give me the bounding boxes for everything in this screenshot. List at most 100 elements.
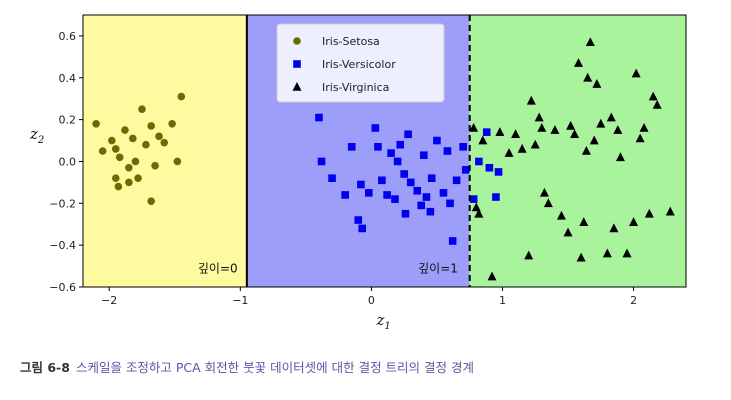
region-0 bbox=[83, 15, 247, 287]
square-point-38 bbox=[485, 163, 494, 172]
plot-frame bbox=[82, 14, 687, 288]
figure-caption: 그림 6-8 스케일을 조정하고 PCA 회전한 붓꽃 데이터셋에 대한 결정 트… bbox=[20, 357, 474, 376]
data-points bbox=[92, 37, 675, 281]
square-point-20 bbox=[406, 178, 415, 187]
square-point-17 bbox=[400, 170, 408, 178]
triangle-point-28 bbox=[592, 79, 602, 88]
circle-point-20 bbox=[114, 182, 123, 191]
circle-point-19 bbox=[111, 174, 120, 182]
triangle-point-0 bbox=[469, 122, 479, 132]
circle-point-8 bbox=[131, 157, 140, 166]
triangle-point-35 bbox=[622, 248, 632, 258]
circle-point-4 bbox=[115, 153, 124, 162]
depth-annotations: 깊이=0 깊이=1 bbox=[198, 261, 458, 275]
y-tick-label-0: −0.6 bbox=[49, 281, 76, 294]
circle-point-15 bbox=[160, 138, 169, 147]
square-point-6 bbox=[357, 180, 365, 189]
depth-label-0: 깊이=0 bbox=[198, 261, 238, 275]
square-point-40 bbox=[494, 168, 503, 176]
square-point-5 bbox=[354, 216, 363, 224]
x-tick-label-0: −2 bbox=[101, 294, 117, 307]
triangle-point-25 bbox=[583, 72, 593, 82]
circle-point-1 bbox=[98, 147, 107, 155]
legend-marker-circle bbox=[293, 37, 301, 45]
circle-point-11 bbox=[142, 140, 150, 149]
legend-box bbox=[276, 23, 445, 103]
square-point-22 bbox=[417, 201, 426, 210]
triangle-point-12 bbox=[534, 112, 544, 122]
series-triangle bbox=[469, 37, 675, 281]
circle-point-22 bbox=[147, 197, 155, 206]
square-point-9 bbox=[371, 124, 380, 132]
square-point-27 bbox=[433, 136, 441, 145]
square-point-13 bbox=[387, 149, 395, 157]
square-point-16 bbox=[396, 140, 405, 149]
square-point-21 bbox=[413, 186, 422, 195]
triangle-point-27 bbox=[589, 135, 599, 145]
y-axis-label: z2 bbox=[29, 125, 44, 146]
triangle-point-14 bbox=[539, 187, 549, 197]
triangle-point-16 bbox=[550, 125, 560, 134]
y-tick-label-3: 0.0 bbox=[59, 155, 77, 168]
square-point-35 bbox=[469, 195, 478, 203]
circle-point-17 bbox=[173, 157, 182, 166]
triangle-point-18 bbox=[563, 227, 573, 237]
series-square bbox=[315, 113, 503, 245]
circle-point-14 bbox=[155, 132, 163, 141]
triangle-point-31 bbox=[606, 112, 616, 122]
triangle-point-6 bbox=[504, 148, 514, 157]
x-tick-label-3: 1 bbox=[499, 294, 506, 307]
triangle-point-24 bbox=[581, 146, 591, 155]
triangle-point-26 bbox=[585, 37, 595, 46]
triangle-point-23 bbox=[579, 217, 589, 226]
triangle-point-39 bbox=[639, 122, 649, 132]
circle-point-0 bbox=[92, 120, 100, 128]
square-point-25 bbox=[426, 207, 435, 216]
circle-point-13 bbox=[151, 161, 159, 170]
square-point-34 bbox=[461, 166, 470, 174]
circle-point-9 bbox=[134, 174, 142, 182]
square-point-24 bbox=[422, 193, 431, 201]
square-point-36 bbox=[475, 157, 483, 166]
square-point-23 bbox=[420, 151, 428, 159]
triangle-point-5 bbox=[495, 127, 505, 136]
circle-point-6 bbox=[125, 163, 133, 172]
triangle-point-2 bbox=[474, 208, 484, 218]
y-tick-label-1: −0.4 bbox=[49, 239, 76, 252]
triangle-point-34 bbox=[615, 152, 625, 162]
square-point-10 bbox=[374, 143, 382, 151]
square-point-19 bbox=[404, 130, 412, 139]
square-point-18 bbox=[401, 209, 410, 218]
triangle-point-29 bbox=[596, 118, 606, 128]
x-tick-label-2: 0 bbox=[368, 294, 375, 307]
square-point-7 bbox=[358, 224, 367, 233]
triangle-point-19 bbox=[566, 120, 576, 130]
triangle-point-17 bbox=[556, 210, 566, 220]
square-point-4 bbox=[347, 143, 356, 151]
triangle-point-1 bbox=[471, 202, 481, 212]
triangle-point-38 bbox=[635, 133, 645, 143]
square-point-2 bbox=[328, 174, 336, 182]
triangle-point-32 bbox=[609, 223, 619, 233]
x-axis-ticks: −2 −1 0 1 2 bbox=[101, 287, 637, 307]
caption-text: 스케일을 조정하고 PCA 회전한 붓꽃 데이터셋에 대한 결정 트리의 결정 … bbox=[75, 360, 474, 375]
circle-point-21 bbox=[125, 178, 133, 187]
circle-point-10 bbox=[138, 105, 146, 113]
triangle-point-41 bbox=[648, 91, 658, 101]
triangle-point-15 bbox=[543, 198, 553, 208]
triangle-point-30 bbox=[602, 248, 612, 258]
circle-point-5 bbox=[121, 126, 129, 134]
decision-boundaries bbox=[245, 15, 471, 287]
circle-point-3 bbox=[111, 145, 120, 153]
circle-point-16 bbox=[168, 120, 176, 128]
legend-label-circle: Iris-Setosa bbox=[322, 35, 380, 48]
triangle-point-36 bbox=[629, 217, 639, 226]
circle-point-7 bbox=[129, 134, 137, 143]
square-point-32 bbox=[452, 176, 461, 185]
square-point-28 bbox=[439, 189, 448, 197]
legend-label-square: Iris-Versicolor bbox=[322, 58, 396, 71]
y-tick-label-4: 0.2 bbox=[59, 114, 77, 127]
triangle-point-43 bbox=[665, 206, 675, 216]
square-point-3 bbox=[341, 191, 349, 199]
triangle-point-10 bbox=[526, 95, 536, 105]
